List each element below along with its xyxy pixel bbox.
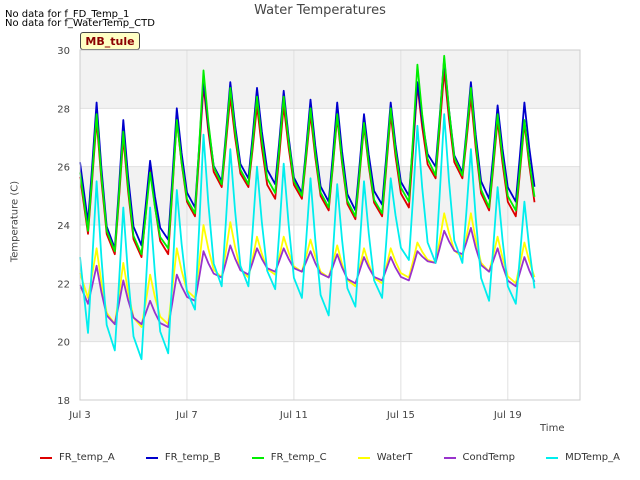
series-line-watert [79, 212, 536, 329]
legend-swatch [145, 456, 158, 459]
legend-item-condtemp: CondTemp [443, 452, 515, 463]
chart-title: Water Temperatures [254, 3, 386, 18]
no-data-notice-watertemp-ctd: No data for f_WaterTemp_CTD [5, 18, 155, 29]
y-tick-label: 24 [57, 221, 70, 232]
series-line-mdtemp_a [79, 113, 536, 361]
legend-swatch [546, 456, 559, 459]
plot-frame [79, 49, 581, 401]
legend-swatch [443, 456, 456, 459]
legend-item-mdtemp_a: MDTemp_A [546, 452, 620, 463]
x-tick-label: Jul 3 [68, 410, 91, 421]
y-tick-label: 20 [57, 338, 70, 349]
background-band [80, 50, 580, 109]
y-tick-label: 30 [57, 46, 70, 57]
legend-label: FR_temp_B [164, 452, 221, 463]
series-line-fr_temp_c [79, 54, 536, 256]
legend-swatch [357, 456, 370, 459]
y-tick-label: 28 [57, 104, 70, 115]
legend-swatch [40, 456, 52, 459]
legend-label: CondTemp [462, 452, 515, 463]
chart-legend: FR_temp_A FR_temp_B FR_temp_C WaterT CondTem… [40, 452, 620, 463]
series-line-condtemp [79, 226, 536, 329]
legend-label: FR_temp_A [59, 452, 115, 463]
legend-item-watert: WaterT [357, 452, 413, 463]
y-tick-label: 22 [57, 279, 70, 290]
site-tag: MB_tule [80, 32, 140, 50]
legend-swatch [251, 456, 264, 459]
x-tick-label: Jul 15 [386, 410, 415, 421]
legend-label: MDTemp_A [565, 452, 620, 463]
legend-label: FR_temp_C [270, 452, 327, 463]
legend-item-fr_temp_b: FR_temp_B [145, 452, 221, 463]
x-tick-label: Jul 7 [175, 410, 198, 421]
x-tick-label: Jul 11 [279, 410, 308, 421]
no-data-notice-fd-temp: No data for f_FD_Temp_1 [5, 9, 130, 20]
y-tick-label: 18 [57, 396, 70, 407]
legend-item-fr_temp_c: FR_temp_C [251, 452, 327, 463]
legend-label: WaterT [376, 452, 413, 463]
y-tick-label: 26 [57, 163, 70, 174]
legend-item-fr_temp_a: FR_temp_A [40, 452, 115, 463]
x-tick-label: Jul 19 [493, 410, 522, 421]
x-axis-label: Time [540, 423, 565, 434]
